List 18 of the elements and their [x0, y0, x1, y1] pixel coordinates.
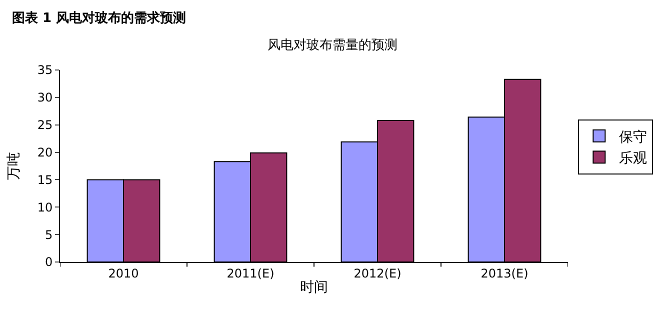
y-tick-label: 25: [37, 118, 53, 132]
chart-title: 风电对玻布需量的预测: [268, 38, 398, 53]
y-tick-label: 10: [37, 200, 53, 214]
y-axis-title: 万吨: [6, 152, 22, 180]
y-tick-label: 30: [37, 90, 53, 105]
x-tick-label: 2013(E): [480, 266, 528, 280]
x-tick-label: 2012(E): [354, 266, 402, 280]
legend-label: 保守: [619, 129, 648, 146]
y-tick-label: 0: [44, 255, 53, 270]
chart-subtitle: 图表 1 风电对玻布的需求预测: [12, 10, 186, 26]
legend-label: 乐观: [619, 150, 648, 167]
x-tick-label: 2011(E): [226, 266, 274, 280]
y-tick-label: 15: [37, 172, 53, 187]
y-tick-label: 20: [37, 145, 53, 160]
y-tick-label: 35: [37, 63, 53, 78]
x-tick-label: 2010: [108, 266, 139, 280]
x-axis-title: 时间: [300, 280, 328, 296]
y-tick-label: 5: [44, 228, 53, 242]
